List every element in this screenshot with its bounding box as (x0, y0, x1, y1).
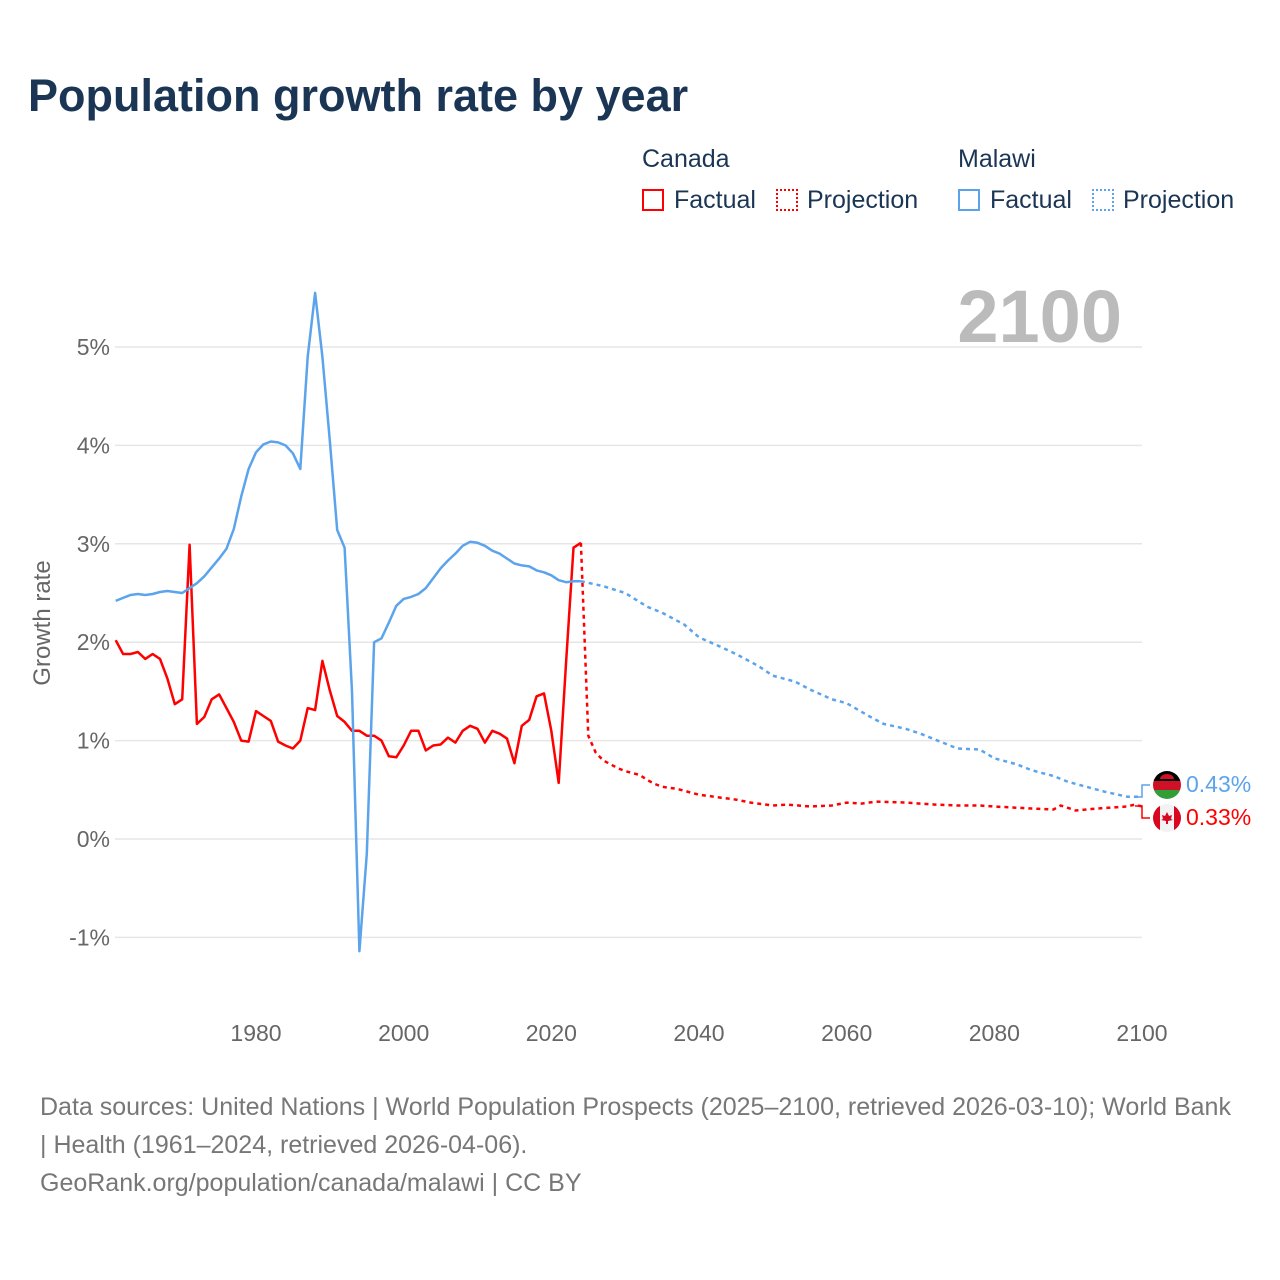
legend-swatch-malawi-factual[interactable] (958, 189, 980, 211)
y-tick-label: 2% (77, 629, 110, 655)
gridlines (115, 346, 1142, 939)
y-axis-label: Growth rate (29, 560, 56, 685)
x-tick-label: 2000 (378, 1020, 429, 1046)
x-axis-ticks: 1980 2000 2020 2040 2060 2080 2100 (230, 1020, 1167, 1046)
legend-swatch-canada-factual[interactable] (642, 189, 664, 211)
legend-group-malawi: Malawi (958, 145, 1036, 173)
x-tick-label: 1980 (230, 1020, 281, 1046)
page-title: Population growth rate by year (28, 70, 689, 121)
y-tick-label: 4% (77, 432, 110, 458)
legend-group-canada: Canada (642, 145, 730, 173)
footer: Data sources: United Nations | World Pop… (40, 1088, 1240, 1202)
legend-label-canada-projection[interactable]: Projection (807, 186, 919, 214)
x-tick-label: 2020 (526, 1020, 577, 1046)
malawi-flag-icon (1153, 771, 1181, 799)
series-lines (114, 291, 1143, 953)
canada-flag-icon (1153, 804, 1181, 832)
x-tick-label: 2100 (1116, 1020, 1167, 1046)
legend-swatch-malawi-projection[interactable] (1092, 189, 1114, 211)
x-tick-label: 2040 (673, 1020, 724, 1046)
malawi-label-connector (1135, 784, 1150, 798)
canada-factual-line (114, 541, 582, 785)
legend-label-malawi-projection[interactable]: Projection (1123, 186, 1235, 214)
legend-swatch-canada-projection[interactable] (776, 189, 798, 211)
data-sources: Data sources: United Nations | World Pop… (40, 1093, 1231, 1159)
y-tick-label: 3% (77, 531, 110, 557)
malawi-projection-line (580, 579, 1142, 798)
legend-label-canada-factual[interactable]: Factual (674, 186, 756, 214)
malawi-end-label: 0.43% (1186, 771, 1251, 797)
canada-end-label: 0.33% (1186, 804, 1251, 830)
year-display: 2100 (957, 275, 1122, 358)
x-tick-label: 2080 (969, 1020, 1020, 1046)
canada-projection-line (579, 542, 1143, 812)
y-axis-ticks: -1% 0% 1% 2% 3% 4% 5% (69, 334, 110, 950)
y-tick-label: 1% (77, 728, 110, 754)
y-tick-label: -1% (69, 924, 110, 950)
credit-link[interactable]: GeoRank.org/population/canada/malawi | C… (40, 1169, 582, 1197)
malawi-factual-line (115, 291, 581, 953)
legend-label-malawi-factual[interactable]: Factual (990, 186, 1072, 214)
x-tick-label: 2060 (821, 1020, 872, 1046)
y-tick-label: 5% (77, 334, 110, 360)
y-tick-label: 0% (77, 826, 110, 852)
canada-label-connector (1135, 805, 1150, 819)
